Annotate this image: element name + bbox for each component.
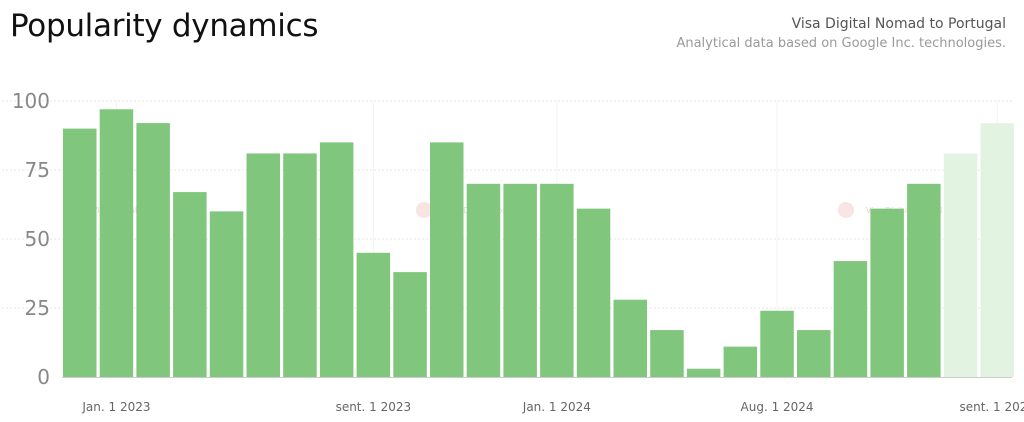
bar [870, 208, 904, 377]
bar [283, 153, 317, 377]
bar [686, 368, 721, 377]
y-tick-label: 75 [25, 158, 50, 182]
bar [246, 153, 280, 377]
bar [63, 128, 97, 377]
y-tick-label: 25 [25, 296, 50, 320]
bar [650, 330, 684, 377]
bars-layer [63, 109, 1014, 377]
bar [503, 183, 537, 377]
y-tick-label: 0 [37, 365, 50, 389]
bar [466, 183, 501, 377]
bar [797, 330, 831, 377]
bar [136, 123, 170, 377]
bar [907, 183, 941, 377]
bar [319, 142, 354, 377]
bar [760, 310, 794, 377]
forecast-bar [980, 123, 1014, 377]
watermark-text: Visa Digital Nomad [866, 206, 942, 215]
bar [576, 208, 611, 377]
watermark-logo-icon [416, 202, 432, 218]
x-tick-label: Aug. 1 2024 [741, 400, 814, 414]
bar [540, 183, 574, 377]
axis-layer: 0 25 50 75 100 Jan. 1 2023 sent. 1 2023 Jan. 1 … [12, 89, 1024, 414]
bar [430, 142, 464, 377]
bar [393, 272, 427, 377]
forecast-bar [943, 153, 978, 377]
chart-subtitle: Visa Digital Nomad to Portugal [791, 16, 1006, 32]
x-tick-label: Jan. 1 2023 [81, 400, 150, 414]
bar [209, 211, 244, 377]
y-tick-label: 50 [25, 227, 50, 251]
subtitle-block: Visa Digital Nomad to Portugal Analytica… [676, 15, 1006, 53]
watermark-logo-icon [838, 202, 854, 218]
x-tick-label: Jan. 1 2024 [522, 400, 591, 414]
bar [99, 109, 134, 377]
y-tick-label: 100 [12, 89, 50, 113]
x-tick-label: sent. 1 2023 [336, 400, 412, 414]
bar [356, 252, 391, 377]
x-tick-label: sent. 1 2024 [959, 400, 1024, 414]
page-title: Popularity dynamics [10, 8, 319, 44]
bar [173, 192, 207, 377]
bar [833, 261, 868, 377]
bar [723, 346, 758, 377]
source-note: Analytical data based on Google Inc. tec… [676, 36, 1006, 51]
bar [613, 299, 647, 377]
